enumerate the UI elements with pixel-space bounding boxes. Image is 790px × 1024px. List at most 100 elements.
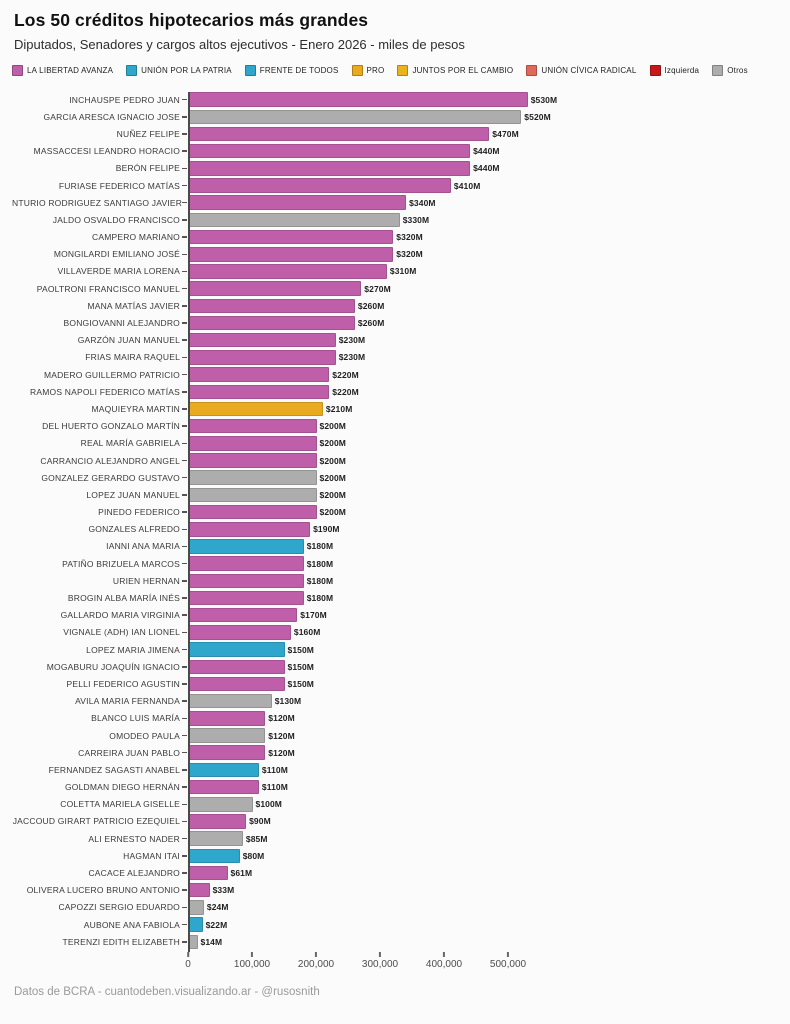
bar bbox=[188, 143, 471, 159]
bar-value-label: $520M bbox=[524, 111, 551, 122]
bar-value-label: $180M bbox=[306, 558, 334, 569]
bar bbox=[188, 676, 285, 692]
row-tick bbox=[182, 459, 187, 462]
row-tick bbox=[182, 545, 187, 548]
row-tick bbox=[182, 201, 187, 204]
bar-value-label: $180M bbox=[306, 575, 334, 586]
bar-label: MADERO GUILLERMO PATRICIO bbox=[44, 369, 180, 380]
bar-value-label: $230M bbox=[338, 335, 366, 346]
bar-label: CACACE ALEJANDRO bbox=[88, 868, 180, 879]
legend-item: Otros bbox=[712, 65, 748, 76]
bar-value-label: $200M bbox=[319, 472, 346, 483]
bar-label: MONGILARDI EMILIANO JOSÉ bbox=[53, 249, 180, 260]
bar-value-label: $120M bbox=[268, 747, 295, 758]
bar bbox=[188, 504, 317, 520]
row-tick bbox=[182, 597, 187, 599]
bar bbox=[188, 779, 259, 795]
bar bbox=[188, 418, 317, 434]
row-tick bbox=[182, 305, 187, 307]
legend-item: UNIÓN POR LA PATRIA bbox=[126, 65, 232, 76]
bar-row: MASSACCESI LEANDRO HORACIO $440M bbox=[12, 143, 778, 160]
row-tick bbox=[182, 184, 187, 187]
row-tick bbox=[182, 116, 187, 118]
bar-row: MOGABURU JOAQUÍN IGNACIO $150M bbox=[12, 658, 778, 675]
legend-label: UNIÓN CÍVICA RADICAL bbox=[541, 66, 637, 75]
x-tick-label: 200,000 bbox=[297, 959, 335, 971]
row-tick bbox=[182, 855, 187, 857]
bar-value-label: $330M bbox=[402, 214, 430, 225]
bar-value-label: $90M bbox=[249, 816, 271, 827]
bar-value-label: $310M bbox=[389, 266, 417, 277]
bar-label: ALI ERNESTO NADER bbox=[88, 833, 180, 844]
bar-row: DEL HUERTO GONZALO MARTÍN $200M bbox=[12, 418, 778, 435]
bar bbox=[188, 882, 210, 898]
legend-item: LA LIBERTAD AVANZA bbox=[12, 65, 113, 76]
x-tick: 100,000 bbox=[234, 952, 270, 970]
bar bbox=[188, 470, 317, 485]
row-tick bbox=[182, 666, 187, 668]
bar-row: PINEDO FEDERICO $200M bbox=[12, 504, 778, 521]
bar-value-label: $170M bbox=[300, 610, 327, 621]
row-tick bbox=[182, 648, 187, 651]
bar bbox=[188, 659, 285, 675]
bar-value-label: $110M bbox=[261, 782, 288, 793]
bar-label: BONGIOVANNI ALEJANDRO bbox=[63, 318, 180, 329]
row-tick bbox=[182, 373, 187, 376]
x-tick-label: 0 bbox=[185, 959, 191, 971]
bar-label: IANNI ANA MARIA bbox=[106, 541, 180, 552]
bar-label: MOGABURU JOAQUÍN IGNACIO bbox=[46, 661, 180, 672]
bar-row: CAMPERO MARIANO $320M bbox=[12, 229, 778, 246]
bar-label: GONZALES ALFREDO bbox=[88, 524, 180, 535]
bar-value-label: $160M bbox=[293, 627, 321, 638]
bar-label: VIGNALE (ADH) IAN LIONEL bbox=[63, 627, 180, 638]
bar-row: LOPEZ JUAN MANUEL $200M bbox=[12, 486, 778, 503]
bar-row: CARREIRA JUAN PABLO $120M bbox=[12, 744, 778, 761]
bar-value-label: $100M bbox=[255, 799, 282, 810]
bar-row: BLANCO LUIS MARÍA $120M bbox=[12, 710, 778, 727]
bar-label: CARREIRA JUAN PABLO bbox=[78, 747, 180, 758]
bar-value-label: $260M bbox=[357, 300, 385, 311]
bar bbox=[188, 625, 291, 640]
bar-label: FERNANDEZ SAGASTI ANABEL bbox=[48, 764, 180, 775]
y-axis-line bbox=[188, 92, 190, 952]
bar bbox=[188, 848, 240, 864]
row-tick bbox=[182, 322, 187, 324]
bar-row: GOLDMAN DIEGO HERNÁN $110M bbox=[12, 779, 778, 796]
bar-label: BLANCO LUIS MARÍA bbox=[91, 713, 180, 724]
bar-value-label: $200M bbox=[319, 421, 346, 432]
bar bbox=[188, 642, 285, 657]
bar-value-label: $320M bbox=[396, 232, 423, 243]
bar-row: PATIÑO BRIZUELA MARCOS $180M bbox=[12, 555, 778, 572]
bar-row: MONGILARDI EMILIANO JOSÉ $320M bbox=[12, 246, 778, 263]
row-tick bbox=[182, 253, 187, 256]
bar-row: FERNANDEZ SAGASTI ANABEL $110M bbox=[12, 761, 778, 778]
bar-value-label: $150M bbox=[287, 678, 314, 689]
bar-value-label: $200M bbox=[319, 507, 346, 518]
bar-row: AUBONE ANA FABIOLA $22M bbox=[12, 916, 778, 933]
x-tick: 500,000 bbox=[490, 952, 526, 970]
bar-value-label: $85M bbox=[245, 833, 268, 844]
bar bbox=[188, 728, 266, 743]
bar-row: GONZALES ALFREDO $190M bbox=[12, 521, 778, 538]
row-tick bbox=[182, 734, 187, 737]
bar bbox=[188, 195, 407, 210]
bar-value-label: $230M bbox=[338, 352, 366, 363]
bar-value-label: $110M bbox=[261, 764, 288, 775]
legend-swatch bbox=[126, 65, 138, 76]
x-tick: 300,000 bbox=[362, 952, 398, 970]
row-tick bbox=[182, 425, 187, 427]
bar bbox=[188, 92, 528, 107]
bar-value-label: $200M bbox=[319, 438, 346, 449]
bar-label: TERENZI EDITH ELIZABETH bbox=[62, 936, 180, 947]
bar bbox=[188, 436, 317, 451]
row-tick bbox=[182, 528, 187, 531]
bar-row: GARZÓN JUAN MANUEL $230M bbox=[12, 332, 778, 349]
legend-label: PRO bbox=[366, 66, 385, 75]
bar-label: AUBONE ANA FABIOLA bbox=[83, 919, 180, 930]
legend-label: LA LIBERTAD AVANZA bbox=[27, 66, 114, 75]
bar-row: INCHAUSPE PEDRO JUAN $530M bbox=[12, 91, 778, 108]
bar-value-label: $470M bbox=[492, 128, 519, 139]
bar-label: AVILA MARIA FERNANDA bbox=[75, 696, 180, 707]
row-tick bbox=[182, 494, 187, 496]
bar-label: LOPEZ JUAN MANUEL bbox=[86, 489, 180, 500]
